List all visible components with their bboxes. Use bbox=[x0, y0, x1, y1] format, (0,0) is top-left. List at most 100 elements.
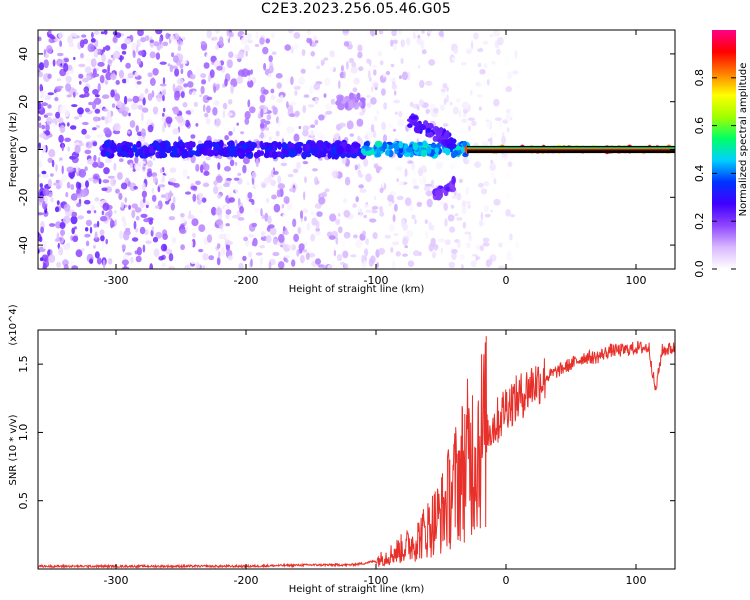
noise-cell bbox=[92, 59, 97, 65]
noise-cell bbox=[406, 37, 411, 46]
noise-cell bbox=[363, 214, 368, 219]
noise-cell bbox=[363, 203, 369, 208]
noise-cell bbox=[56, 200, 60, 206]
noise-cell bbox=[225, 243, 230, 251]
noise-cell bbox=[71, 211, 78, 217]
noise-cell bbox=[309, 38, 313, 47]
noise-cell bbox=[372, 232, 378, 240]
noise-cell bbox=[162, 41, 169, 47]
noise-cell bbox=[277, 175, 282, 185]
noise-cell bbox=[99, 229, 105, 236]
chart-title: C2E3.2023.256.05.46.G05 bbox=[261, 1, 451, 17]
noise-cell bbox=[324, 77, 331, 87]
noise-cell bbox=[224, 135, 229, 141]
noise-cell bbox=[191, 218, 199, 227]
noise-cell bbox=[38, 36, 42, 42]
noise-cell bbox=[242, 255, 247, 262]
noise-cell bbox=[451, 70, 455, 77]
noise-cell bbox=[301, 49, 306, 56]
noise-cell bbox=[343, 209, 351, 218]
signal-cell bbox=[246, 141, 254, 149]
noise-cell bbox=[453, 48, 459, 54]
noise-cell bbox=[101, 210, 105, 216]
noise-cell bbox=[59, 221, 66, 230]
signal-cell bbox=[406, 147, 413, 153]
noise-cell bbox=[159, 83, 167, 87]
noise-cell bbox=[93, 30, 100, 36]
noise-cell bbox=[387, 123, 394, 129]
signal-cell bbox=[419, 124, 427, 131]
noise-cell bbox=[379, 60, 384, 66]
noise-cell bbox=[246, 182, 250, 186]
noise-cell bbox=[307, 104, 315, 108]
noise-cell bbox=[456, 192, 462, 201]
noise-cell bbox=[443, 202, 449, 211]
snr-axes: -300 -200 -100 0 100 0.5 1.0 1.5 Height of strai… bbox=[8, 304, 676, 595]
noise-cell bbox=[271, 51, 277, 56]
noise-cell bbox=[394, 203, 398, 212]
noise-cell bbox=[442, 83, 448, 89]
noise-cell bbox=[45, 112, 53, 117]
noise-cell bbox=[413, 185, 420, 190]
noise-cell bbox=[79, 142, 85, 147]
noise-cell bbox=[135, 255, 142, 263]
noise-cell bbox=[87, 158, 94, 165]
noise-cell bbox=[67, 35, 73, 45]
noise-cell bbox=[237, 50, 245, 59]
noise-cell bbox=[464, 231, 472, 235]
noise-cell bbox=[93, 210, 97, 214]
noise-cell bbox=[294, 110, 300, 117]
noise-cell bbox=[161, 91, 166, 95]
noise-cell bbox=[255, 252, 263, 256]
noise-cell bbox=[75, 249, 83, 258]
noise-cell bbox=[102, 179, 110, 184]
noise-cell bbox=[41, 145, 47, 153]
noise-cell bbox=[304, 176, 307, 184]
noise-cell bbox=[451, 57, 457, 62]
noise-cell bbox=[176, 85, 183, 91]
noise-cell bbox=[390, 63, 395, 68]
noise-cell bbox=[113, 162, 117, 171]
noise-cell bbox=[200, 41, 207, 45]
noise-cell bbox=[440, 104, 445, 111]
noise-cell bbox=[84, 91, 90, 98]
noise-cell bbox=[299, 210, 304, 219]
signal-cell bbox=[409, 115, 418, 120]
noise-cell bbox=[101, 240, 105, 249]
noise-cell bbox=[42, 188, 50, 197]
noise-cell bbox=[200, 164, 204, 174]
noise-cell bbox=[179, 228, 187, 235]
noise-cell bbox=[342, 30, 349, 34]
noise-cell bbox=[103, 108, 108, 112]
noise-cell bbox=[416, 37, 423, 45]
noise-cell bbox=[97, 83, 101, 92]
noise-cell bbox=[70, 184, 75, 190]
signal-cell bbox=[331, 146, 338, 154]
noise-cell bbox=[71, 227, 75, 235]
noise-cell bbox=[254, 207, 260, 213]
noise-cell bbox=[83, 199, 91, 205]
noise-cell bbox=[215, 44, 220, 51]
noise-cell bbox=[286, 126, 293, 134]
noise-cell bbox=[111, 103, 116, 108]
noise-cell bbox=[220, 228, 225, 233]
noise-cell bbox=[261, 214, 265, 220]
noise-cell bbox=[80, 189, 88, 198]
noise-cell bbox=[206, 96, 213, 101]
noise-cell bbox=[180, 213, 185, 218]
noise-cell bbox=[169, 167, 177, 173]
noise-cell bbox=[78, 73, 84, 79]
signal-cell bbox=[385, 149, 390, 156]
signal-cell bbox=[177, 141, 184, 147]
noise-cell bbox=[48, 254, 56, 263]
noise-cell bbox=[85, 227, 89, 232]
noise-cell bbox=[41, 102, 48, 107]
noise-cell bbox=[456, 217, 463, 221]
noise-cell bbox=[439, 153, 447, 160]
noise-cell bbox=[161, 194, 166, 198]
noise-cell bbox=[261, 183, 267, 189]
noise-cell bbox=[228, 32, 234, 38]
noise-cell bbox=[465, 186, 470, 195]
noise-cell bbox=[214, 80, 219, 85]
signal-cell bbox=[326, 142, 331, 149]
